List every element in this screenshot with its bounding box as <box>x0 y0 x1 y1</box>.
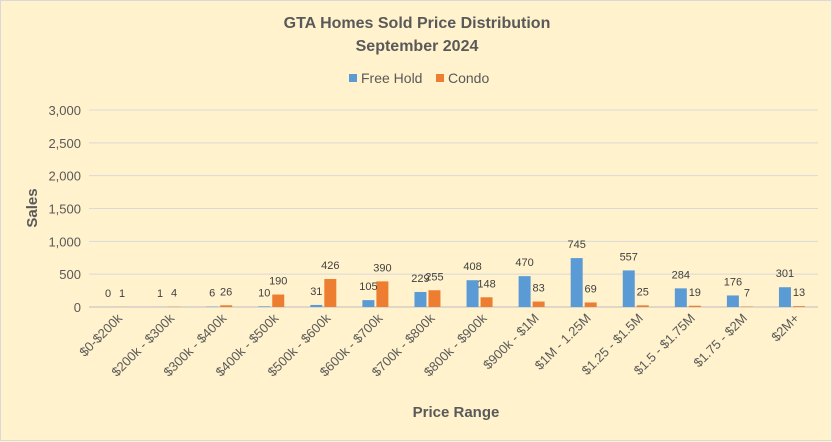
y-tick-label: 1,500 <box>48 202 81 217</box>
bar-freehold <box>571 258 583 307</box>
gridlines <box>89 110 818 307</box>
data-label-freehold: 0 <box>105 288 111 300</box>
chart-subtitle: September 2024 <box>356 38 479 55</box>
y-tick-label: 500 <box>59 267 81 282</box>
data-label-freehold: 470 <box>515 257 533 269</box>
y-axis-ticks: 0 500 1,000 1,500 2,000 2,500 3,000 <box>48 103 81 315</box>
bar-freehold <box>519 276 531 307</box>
bar-condo <box>324 279 336 307</box>
data-label-condo: 390 <box>373 262 391 274</box>
x-axis-ticks: $0-$200k$200k - $300k$300k - $400k$400k … <box>76 310 802 379</box>
bar-condo <box>376 281 388 307</box>
chart-title: GTA Homes Sold Price Distribution <box>284 15 551 32</box>
legend-swatch-freehold <box>349 74 357 82</box>
data-label-freehold: 284 <box>672 269 690 281</box>
legend: Free Hold Condo <box>349 70 489 86</box>
data-label-freehold: 745 <box>567 239 585 251</box>
legend-swatch-condo <box>436 74 444 82</box>
data-label-freehold: 1 <box>157 288 163 300</box>
bar-freehold <box>310 305 322 307</box>
data-label-freehold: 10 <box>258 287 270 299</box>
bar-freehold <box>623 270 635 307</box>
data-label-condo: 4 <box>171 288 177 300</box>
data-label-condo: 148 <box>477 278 495 290</box>
bar-condo <box>428 290 440 307</box>
bar-condo <box>793 306 805 307</box>
bar-condo <box>481 297 493 307</box>
bar-condo <box>272 295 284 307</box>
data-label-freehold: 6 <box>209 288 215 300</box>
data-label-freehold: 31 <box>310 286 322 298</box>
data-label-condo: 7 <box>744 288 750 300</box>
y-axis-title: Sales <box>24 188 41 227</box>
data-label-condo: 83 <box>532 283 544 295</box>
bar-condo <box>585 302 597 307</box>
bar-freehold <box>258 306 270 307</box>
y-tick-label: 0 <box>74 300 81 315</box>
data-label-freehold: 301 <box>776 268 794 280</box>
data-label-condo: 190 <box>269 276 287 288</box>
legend-label-freehold: Free Hold <box>361 70 422 86</box>
y-tick-label: 2,000 <box>48 169 81 184</box>
x-tick-label: $1.75 - $2M <box>690 311 750 371</box>
bar-condo <box>533 302 545 307</box>
x-tick-label: $2M+ <box>768 311 802 345</box>
data-label-condo: 255 <box>425 271 443 283</box>
bars <box>116 258 805 307</box>
x-tick-label: $0-$200k <box>76 310 125 359</box>
data-label-condo: 426 <box>321 260 339 272</box>
data-label-freehold: 176 <box>724 276 742 288</box>
data-label-freehold: 408 <box>463 261 481 273</box>
y-tick-label: 2,500 <box>48 136 81 151</box>
data-label-condo: 69 <box>585 283 597 295</box>
bar-freehold <box>779 287 791 307</box>
bar-freehold <box>675 288 687 307</box>
bar-condo <box>637 305 649 307</box>
data-label-condo: 25 <box>637 286 649 298</box>
legend-label-condo: Condo <box>448 70 489 86</box>
data-label-condo: 1 <box>119 288 125 300</box>
data-label-freehold: 557 <box>620 251 638 263</box>
y-tick-label: 1,000 <box>48 234 81 249</box>
bar-freehold <box>414 292 426 307</box>
data-label-condo: 19 <box>689 287 701 299</box>
bar-condo <box>689 306 701 307</box>
data-label-freehold: 105 <box>359 281 377 293</box>
y-tick-label: 3,000 <box>48 103 81 118</box>
data-label-condo: 13 <box>793 287 805 299</box>
x-axis-title: Price Range <box>413 404 500 421</box>
bar-freehold <box>362 300 374 307</box>
bar-freehold <box>727 295 739 307</box>
data-label-condo: 26 <box>220 286 232 298</box>
bar-condo <box>220 305 232 307</box>
